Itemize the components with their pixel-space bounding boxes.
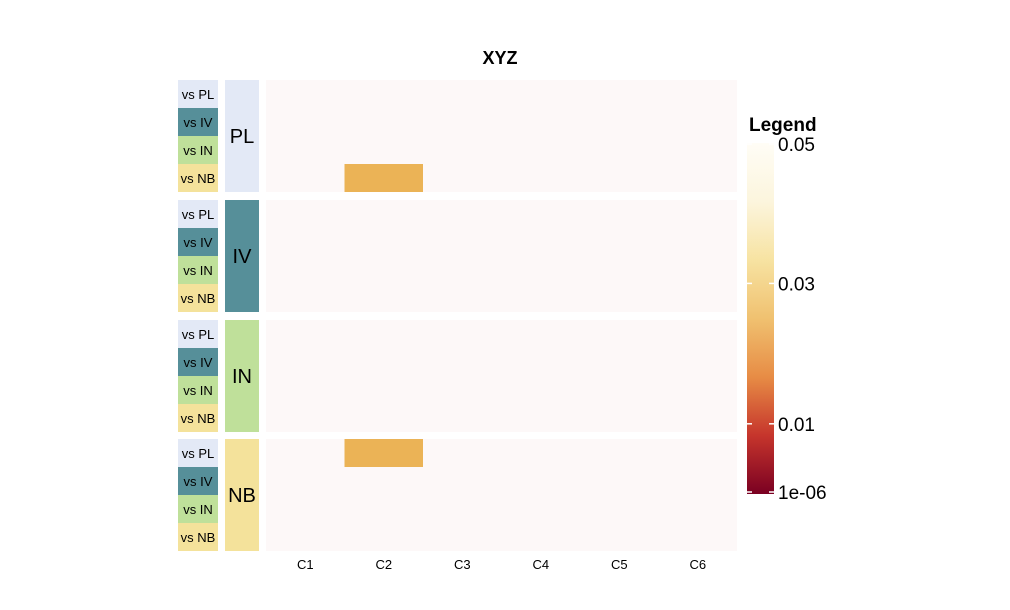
legend-colorbar: [747, 143, 774, 494]
panel-pl: [266, 80, 737, 192]
group-label-pl: PL: [230, 126, 254, 148]
group-bar-in: [225, 320, 259, 432]
row-label-bg-iv-nb: [178, 284, 218, 312]
col-label-c2: C2: [375, 557, 392, 572]
heat-cell-nb-pl-c2: [344, 439, 423, 467]
legend-tick-label: 1e-06: [778, 483, 827, 504]
panel-nb: [266, 439, 737, 551]
row-label-nb-pl: vs PL: [182, 446, 215, 461]
plot-area: vs PL vs IV vs IN vs NB PL vs PL vs IV vs IN vs …: [178, 80, 737, 572]
row-label-in-iv: vs IV: [184, 355, 213, 370]
row-label-pl-in: vs IN: [183, 143, 213, 158]
legend-title: Legend: [749, 115, 817, 136]
row-label-bg-nb-iv: [178, 467, 218, 495]
row-label-bg-iv-pl: [178, 200, 218, 228]
col-label-c5: C5: [611, 557, 628, 572]
group-label-in: IN: [232, 366, 252, 388]
row-label-pl-nb: vs NB: [181, 171, 216, 186]
row-label-bg-nb-pl: [178, 439, 218, 467]
row-label-bg-nb-in: [178, 495, 218, 523]
group-bar-pl: [225, 80, 259, 192]
row-label-iv-pl: vs PL: [182, 207, 215, 222]
group-label-nb: NB: [228, 485, 256, 507]
row-label-nb-iv: vs IV: [184, 474, 213, 489]
panel-in: [266, 320, 737, 432]
row-label-bg-nb-nb: [178, 523, 218, 551]
row-label-pl-pl: vs PL: [182, 87, 215, 102]
row-label-in-in: vs IN: [183, 383, 213, 398]
group-bar-nb: [225, 439, 259, 551]
col-label-c4: C4: [532, 557, 549, 572]
row-label-bg-in-nb: [178, 404, 218, 432]
panel-iv: [266, 200, 737, 312]
row-label-bg-in-in: [178, 376, 218, 404]
chart-title: XYZ: [482, 48, 517, 68]
row-label-bg-iv-iv: [178, 228, 218, 256]
row-label-bg-pl-in: [178, 136, 218, 164]
row-label-bg-pl-nb: [178, 164, 218, 192]
row-label-bg-pl-pl: [178, 80, 218, 108]
row-label-pl-iv: vs IV: [184, 115, 213, 130]
group-bar-iv: [225, 200, 259, 312]
legend-tick-label: 0.03: [778, 274, 815, 295]
group-label-iv: IV: [233, 246, 253, 268]
col-label-c1: C1: [297, 557, 314, 572]
row-label-iv-in: vs IN: [183, 263, 213, 278]
row-label-bg-in-pl: [178, 320, 218, 348]
row-label-nb-nb: vs NB: [181, 530, 216, 545]
col-label-c3: C3: [454, 557, 471, 572]
row-label-in-nb: vs NB: [181, 411, 216, 426]
legend-tick-label: 0.05: [778, 135, 815, 156]
row-label-bg-in-iv: [178, 348, 218, 376]
row-label-nb-in: vs IN: [183, 502, 213, 517]
row-label-iv-iv: vs IV: [184, 235, 213, 250]
row-label-in-pl: vs PL: [182, 327, 215, 342]
col-label-c6: C6: [689, 557, 706, 572]
heat-cell-pl-nb-c2: [344, 164, 423, 192]
row-label-iv-nb: vs NB: [181, 291, 216, 306]
legend-tick-label: 0.01: [778, 415, 815, 436]
row-label-bg-pl-iv: [178, 108, 218, 136]
row-label-bg-iv-in: [178, 256, 218, 284]
